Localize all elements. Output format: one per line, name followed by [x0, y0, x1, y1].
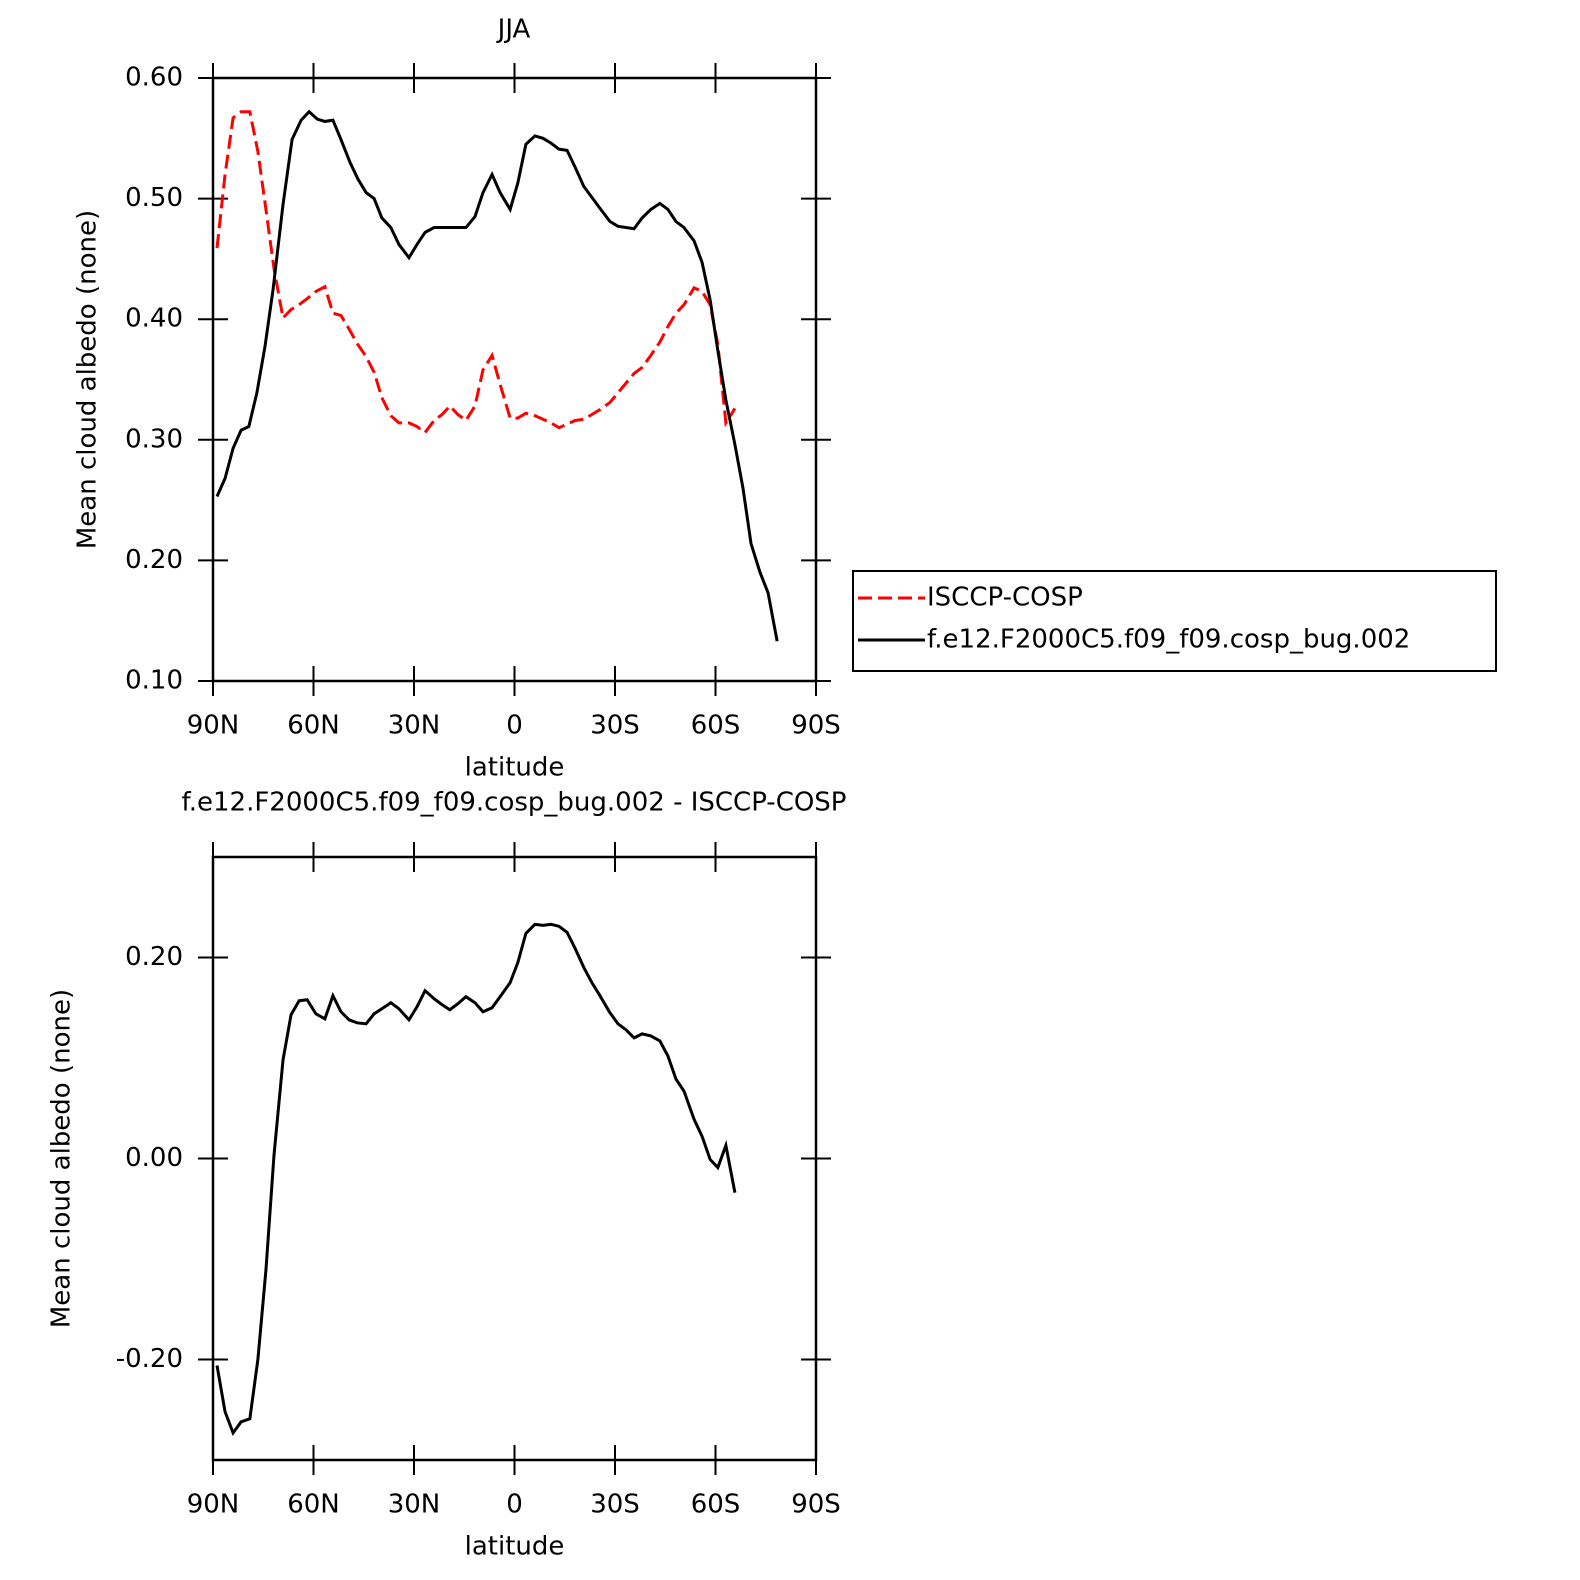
y-tick-label: 0.10: [125, 666, 183, 696]
x-tick-label: 90N: [187, 711, 240, 741]
y-tick-label: 0.50: [125, 183, 183, 213]
y-axis-label: Mean cloud albedo (none): [73, 210, 103, 549]
x-tick-label: 60N: [287, 1490, 340, 1520]
y-tick-label: 0.40: [125, 304, 183, 334]
legend-label: ISCCP-COSP: [927, 583, 1083, 613]
data-line: [215, 109, 779, 642]
x-tick-label: 30N: [388, 711, 441, 741]
x-tick-label: 60S: [691, 1490, 741, 1520]
legend-box: [852, 570, 1497, 672]
x-tick-label: 60N: [287, 711, 340, 741]
x-tick-label: 90S: [791, 711, 841, 741]
x-axis-label: latitude: [465, 1532, 565, 1562]
data-line: [215, 110, 737, 435]
x-tick-label: 90N: [187, 1490, 240, 1520]
chart-title: JJA: [496, 15, 531, 45]
x-tick-label: 0: [506, 1490, 523, 1520]
x-tick-label: 60S: [691, 711, 741, 741]
x-tick-label: 90S: [791, 1490, 841, 1520]
data-line: [215, 922, 737, 1436]
y-tick-label: 0.00: [125, 1143, 183, 1173]
x-tick-label: 30S: [590, 1490, 640, 1520]
y-tick-label: -0.20: [116, 1344, 183, 1374]
y-tick-label: 0.60: [125, 63, 183, 93]
y-axis-label: Mean cloud albedo (none): [47, 989, 77, 1328]
x-tick-label: 0: [506, 711, 523, 741]
y-tick-label: 0.20: [125, 545, 183, 575]
plot-frame: [211, 76, 818, 683]
chart-title: f.e12.F2000C5.f09_f09.cosp_bug.002 - ISC…: [181, 788, 846, 818]
plot-frame: [211, 855, 818, 1462]
x-tick-label: 30N: [388, 1490, 441, 1520]
x-tick-label: 30S: [590, 711, 640, 741]
legend-label: f.e12.F2000C5.f09_f09.cosp_bug.002: [927, 625, 1410, 655]
y-tick-label: 0.30: [125, 424, 183, 454]
y-tick-label: 0.20: [125, 942, 183, 972]
x-axis-label: latitude: [465, 753, 565, 783]
